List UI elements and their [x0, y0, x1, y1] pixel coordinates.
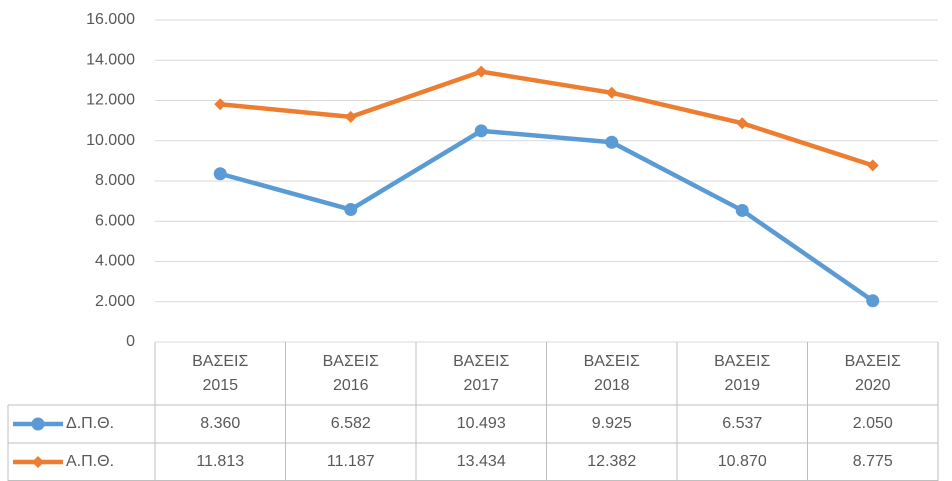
table-value: 11.187 [327, 453, 375, 470]
data-point [605, 135, 619, 149]
x-tick-label: ΒΑΣΕΙΣ 2018 [547, 342, 678, 405]
y-tick-label: 16.000 [86, 11, 135, 28]
data-point [213, 167, 227, 181]
table-value: 6.537 [722, 415, 762, 432]
table-value: 2.050 [853, 415, 893, 432]
legend-label: Δ.Π.Θ. [66, 415, 114, 432]
data-point [344, 110, 357, 123]
x-tick-label: ΒΑΣΕΙΣ 2015 [155, 342, 286, 405]
category-text: ΒΑΣΕΙΣ 2018 [583, 352, 640, 394]
category-text: ΒΑΣΕΙΣ 2020 [844, 352, 901, 394]
data-point [735, 203, 749, 217]
x-tick-label: ΒΑΣΕΙΣ 2019 [677, 342, 808, 405]
table-value: 9.925 [592, 415, 632, 432]
table-value: 12.382 [587, 453, 636, 470]
y-tick-label: 8.000 [95, 172, 135, 189]
data-point [736, 117, 749, 130]
table-value: 13.434 [457, 453, 506, 470]
table-value: 6.582 [331, 415, 371, 432]
data-point [605, 86, 618, 99]
legend-marker [31, 417, 45, 431]
data-point [214, 98, 227, 111]
legend-label: Α.Π.Θ. [66, 453, 114, 470]
table-value: 10.493 [457, 415, 506, 432]
y-tick-label: 12.000 [86, 92, 135, 109]
table-value: 11.813 [196, 453, 244, 470]
legend-marker [32, 456, 44, 468]
y-tick-label: 14.000 [86, 51, 135, 68]
category-text: ΒΑΣΕΙΣ 2017 [453, 352, 510, 394]
y-tick-label: 10.000 [86, 132, 135, 149]
data-point [866, 294, 880, 308]
x-tick-label: ΒΑΣΕΙΣ 2020 [808, 342, 939, 405]
data-point [866, 159, 879, 172]
y-tick-label: 4.000 [95, 253, 135, 270]
category-text: ΒΑΣΕΙΣ 2019 [714, 352, 771, 394]
series-line [219, 128, 875, 303]
table-value: 8.775 [853, 453, 893, 470]
y-tick-label: 0 [126, 333, 135, 350]
x-tick-label: ΒΑΣΕΙΣ 2017 [416, 342, 547, 405]
table-value: 10.870 [718, 453, 767, 470]
data-point [474, 124, 488, 138]
y-tick-label: 2.000 [95, 293, 135, 310]
series-line [220, 69, 874, 168]
category-text: ΒΑΣΕΙΣ 2016 [322, 352, 379, 394]
category-text: ΒΑΣΕΙΣ 2015 [192, 352, 249, 394]
data-point [344, 203, 358, 217]
x-tick-label: ΒΑΣΕΙΣ 2016 [286, 342, 417, 405]
table-value: 8.360 [200, 415, 240, 432]
y-tick-label: 6.000 [95, 212, 135, 229]
data-point [475, 65, 488, 78]
